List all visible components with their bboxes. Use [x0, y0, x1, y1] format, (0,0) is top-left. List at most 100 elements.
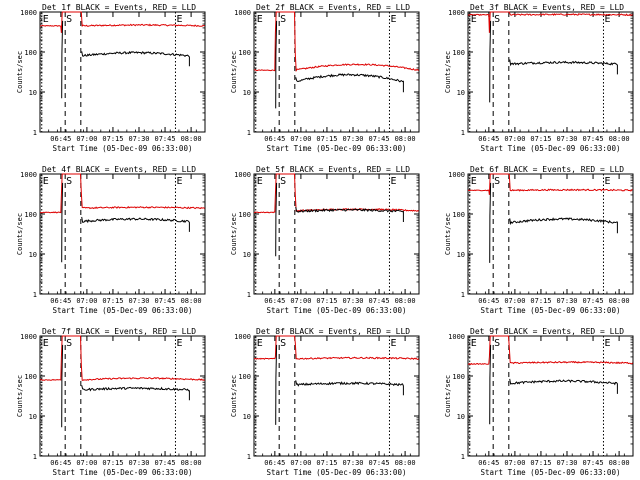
series-events-spike [275, 182, 278, 257]
y-tick-label: 1000 [234, 9, 251, 17]
marker-label: E [390, 338, 396, 349]
x-tick-label: 07:30 [128, 297, 149, 305]
marker-label: E [43, 338, 49, 349]
x-tick-label: 07:30 [342, 297, 363, 305]
y-tick-label: 1000 [234, 171, 251, 179]
series-lld-line [39, 11, 205, 33]
y-tick-label: 10 [243, 413, 251, 421]
x-tick-label: 07:45 [583, 135, 604, 143]
panel-title: Det 7f BLACK = Events, RED = LLD [42, 327, 196, 336]
series-lld-line [253, 335, 420, 361]
x-tick-label: 07:45 [369, 459, 390, 467]
y-tick-label: 1 [247, 291, 251, 299]
marker-label: E [176, 338, 182, 349]
marker-label: S [494, 338, 500, 349]
panel-title: Det 6f BLACK = Events, RED = LLD [470, 165, 624, 174]
x-tick-label: 06:45 [50, 135, 71, 143]
y-tick-label: 100 [24, 49, 37, 57]
y-tick-label: 1 [461, 129, 465, 137]
x-tick-label: 06:45 [264, 135, 285, 143]
x-tick-label: 07:45 [369, 297, 390, 305]
panel-det-9: Det 9f BLACK = Events, RED = LLD 1 10 100 10… [444, 327, 634, 477]
x-tick-label: 06:45 [478, 135, 499, 143]
x-tick-label: 07:15 [530, 459, 551, 467]
x-tick-label: 07:45 [155, 297, 176, 305]
plot-frame [253, 11, 420, 133]
y-tick-label: 100 [24, 211, 37, 219]
marker-label: S [280, 176, 286, 187]
series-events-line [509, 217, 618, 234]
x-tick-label: 06:45 [50, 459, 71, 467]
marker-label: E [257, 338, 263, 349]
panel-title: Det 9f BLACK = Events, RED = LLD [470, 327, 624, 336]
x-tick-label: 07:00 [290, 135, 311, 143]
x-tick-label: 06:45 [478, 297, 499, 305]
x-tick-label: 08:00 [609, 297, 630, 305]
y-tick-label: 1 [247, 129, 251, 137]
x-axis-label: Start Time (05-Dec-09 06:33:00) [53, 306, 193, 315]
marker-label: E [390, 176, 396, 187]
panel-title: Det 2f BLACK = Events, RED = LLD [256, 3, 410, 12]
y-axis-label: Counts/sec [16, 375, 24, 417]
x-tick-label: 07:30 [342, 459, 363, 467]
y-tick-label: 100 [452, 373, 465, 381]
y-tick-label: 1 [33, 129, 37, 137]
y-tick-label: 10 [243, 251, 251, 259]
x-tick-label: 07:00 [290, 297, 311, 305]
panel-det-6: Det 6f BLACK = Events, RED = LLD 1 10 100 10… [444, 165, 634, 315]
x-tick-label: 07:45 [583, 297, 604, 305]
panel-det-4: Det 4f BLACK = Events, RED = LLD 1 10 100 10… [16, 165, 206, 315]
y-tick-label: 100 [452, 49, 465, 57]
marker-label: E [176, 176, 182, 187]
x-axis-label: Start Time (05-Dec-09 06:33:00) [481, 306, 621, 315]
x-tick-label: 07:15 [530, 297, 551, 305]
marker-label: S [494, 14, 500, 25]
y-tick-label: 100 [238, 211, 251, 219]
x-tick-label: 08:00 [181, 459, 202, 467]
x-axis-label: Start Time (05-Dec-09 06:33:00) [53, 468, 193, 477]
x-tick-label: 07:15 [316, 459, 337, 467]
series-events-line [295, 206, 404, 222]
plot-frame [253, 335, 420, 457]
y-tick-label: 10 [457, 89, 465, 97]
y-tick-label: 10 [243, 89, 251, 97]
marker-label: E [257, 14, 263, 25]
series-events-spike [61, 182, 64, 263]
series-events-line [509, 59, 618, 75]
series-events-spike [275, 344, 278, 425]
panel-title: Det 3f BLACK = Events, RED = LLD [470, 3, 624, 12]
plot-frame [467, 335, 634, 457]
series-events-spike [489, 344, 492, 425]
y-tick-label: 1000 [448, 171, 465, 179]
x-tick-label: 07:00 [290, 459, 311, 467]
x-axis-label: Start Time (05-Dec-09 06:33:00) [53, 144, 193, 153]
x-tick-label: 08:00 [609, 135, 630, 143]
x-tick-label: 07:00 [504, 297, 525, 305]
x-tick-label: 07:00 [504, 459, 525, 467]
series-events-spike [275, 20, 278, 109]
y-tick-label: 1 [33, 453, 37, 461]
x-tick-label: 07:30 [556, 135, 577, 143]
y-tick-label: 100 [238, 373, 251, 381]
x-tick-label: 07:00 [76, 459, 97, 467]
series-events-spike [489, 20, 492, 103]
y-axis-label: Counts/sec [230, 375, 238, 417]
plot-frame [39, 11, 206, 133]
x-tick-label: 07:30 [128, 135, 149, 143]
marker-label: S [66, 176, 72, 187]
marker-label: E [471, 14, 477, 25]
y-axis-label: Counts/sec [444, 213, 452, 255]
x-tick-label: 07:00 [76, 297, 97, 305]
series-events-line [81, 216, 190, 232]
marker-label: E [176, 14, 182, 25]
y-axis-label: Counts/sec [16, 213, 24, 255]
marker-label: S [66, 14, 72, 25]
marker-label: S [66, 338, 72, 349]
panel-title: Det 4f BLACK = Events, RED = LLD [42, 165, 196, 174]
y-axis-label: Counts/sec [230, 213, 238, 255]
series-events-spike [61, 344, 64, 428]
x-tick-label: 06:45 [264, 459, 285, 467]
marker-label: E [604, 338, 610, 349]
x-tick-label: 08:00 [181, 297, 202, 305]
